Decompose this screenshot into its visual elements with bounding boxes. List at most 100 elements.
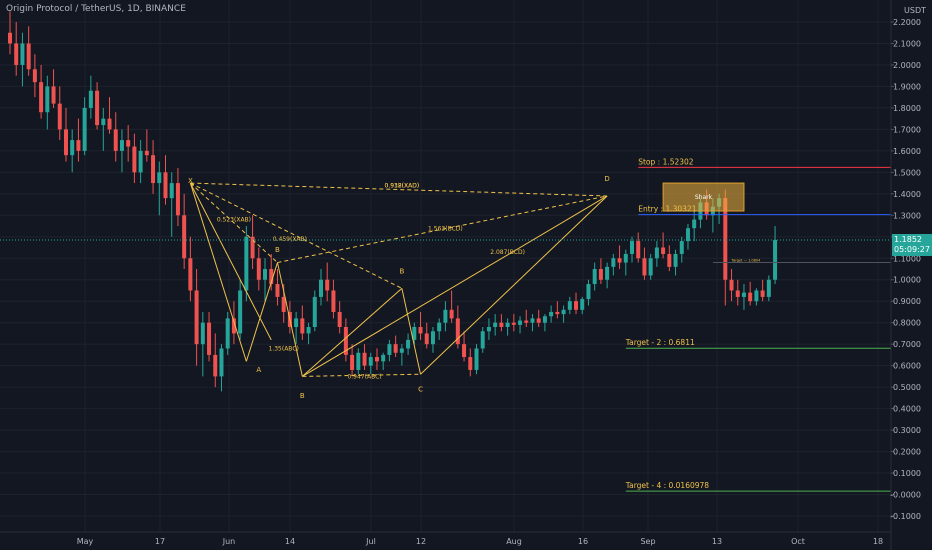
y-tick-label: 1.9000 <box>893 82 921 91</box>
candle-body <box>182 215 187 259</box>
time-axis[interactable]: May 17 Jun 14 Jul 12 Aug 16 Sep 13 Oct 18 <box>0 531 891 546</box>
candle-body <box>685 228 690 242</box>
candle-body <box>343 326 348 355</box>
pattern-point-label: A <box>256 366 261 374</box>
candle-body <box>611 258 616 267</box>
candle-body <box>642 258 647 276</box>
shark-zone[interactable] <box>662 182 745 212</box>
candle-body <box>350 354 355 370</box>
y-tick-label: 1.0000 <box>893 276 921 285</box>
candle-body <box>692 219 697 229</box>
candle-body <box>499 322 504 327</box>
candle-body <box>250 236 255 259</box>
candle-body <box>294 318 299 327</box>
candle-body <box>511 322 516 325</box>
x-tick-label: May <box>77 537 94 546</box>
candle-body <box>574 301 579 310</box>
pattern-ratio-label: 0.932(XAD) <box>385 182 420 189</box>
candle-body <box>269 269 274 285</box>
candle-body <box>468 357 473 370</box>
candle-body <box>107 118 112 130</box>
candle-body <box>95 90 100 126</box>
candle-body <box>536 318 541 323</box>
candle-body <box>399 348 404 353</box>
candle-body <box>76 140 81 151</box>
harmonic-pattern[interactable]: X A B B B C D 0.523(XAB) 0.459(XAB) 1.35(ABC) 0.94… <box>188 175 610 400</box>
pattern-point-label: B <box>275 246 280 254</box>
candle-body <box>225 318 230 349</box>
y-tick-label: 1.6000 <box>893 147 921 156</box>
trade-levels[interactable]: Shark Stop : 1.52302 Entry : 1.30321 Target… <box>0 157 891 492</box>
bar-countdown: 05:09:27 <box>894 244 930 254</box>
candle-body <box>636 241 641 259</box>
candle-body <box>362 352 367 366</box>
pattern-line[interactable] <box>401 288 422 375</box>
level-label: Target - 4 : 0.0160978 <box>625 481 710 490</box>
candle-body <box>238 290 243 334</box>
candle-body <box>200 322 205 345</box>
pattern-line[interactable] <box>277 195 608 264</box>
x-tick-label: Oct <box>791 537 805 546</box>
candle-body <box>331 290 336 312</box>
candle-body <box>766 279 771 297</box>
candle-body <box>387 344 392 355</box>
pattern-line[interactable] <box>302 373 421 377</box>
y-tick-label: 2.0000 <box>893 61 921 70</box>
y-tick-label: 0.9000 <box>893 297 921 306</box>
candle-body <box>151 155 156 184</box>
pattern-line[interactable] <box>190 182 278 263</box>
candle-body <box>424 333 429 345</box>
x-tick-label: Sep <box>640 537 655 546</box>
candle-body <box>648 258 653 276</box>
candle-body <box>88 90 93 108</box>
pattern-point-label: X <box>188 177 193 185</box>
candle-body <box>735 290 740 297</box>
pattern-line[interactable] <box>189 182 247 362</box>
x-tick-label: Jul <box>365 537 376 546</box>
pattern-point-label: C <box>418 385 423 393</box>
level-label: Stop : 1.52302 <box>638 157 694 166</box>
candle-body <box>661 247 666 254</box>
pattern-line[interactable] <box>420 195 608 375</box>
pattern-point-label: B <box>300 392 305 400</box>
candle-body <box>219 348 224 377</box>
candle-body <box>598 269 603 280</box>
pattern-line[interactable] <box>302 287 403 377</box>
candle-body <box>754 290 759 302</box>
candle-body <box>119 140 124 151</box>
y-tick-label: 0.3000 <box>893 426 921 435</box>
price-axis[interactable]: 2.2000 2.1000 2.0000 1.9000 1.8000 1.7000 1.60… <box>890 0 921 550</box>
pattern-line[interactable] <box>189 182 272 341</box>
candle-body <box>8 32 12 44</box>
candle-body <box>760 290 765 297</box>
y-tick-label: 1.8000 <box>893 104 921 113</box>
candle-body <box>169 183 174 199</box>
mini-target-label: Target — 1.0804 <box>731 259 762 263</box>
candle-body <box>455 318 460 345</box>
candle-body <box>549 311 554 317</box>
y-tick-label: 1.7000 <box>893 125 921 134</box>
candle-body <box>45 86 50 113</box>
pattern-point-label: B <box>399 267 404 275</box>
candle-body <box>741 292 746 297</box>
candle-body <box>654 247 659 259</box>
candle-body <box>729 279 734 291</box>
pattern-line[interactable] <box>245 262 278 362</box>
candle-body <box>418 326 423 334</box>
y-tick-label: 0.1000 <box>893 469 921 478</box>
x-tick-label: Jun <box>222 537 236 546</box>
candle-body <box>474 348 479 370</box>
pattern-line[interactable] <box>190 182 403 289</box>
candle-body <box>300 318 305 334</box>
candle-body <box>319 279 323 297</box>
pattern-line[interactable] <box>302 195 608 377</box>
shark-label: Shark <box>695 194 713 201</box>
y-tick-label: -0.0000 <box>890 491 921 500</box>
x-tick-label: 17 <box>155 537 165 546</box>
candle-body <box>231 318 236 334</box>
pattern-line[interactable] <box>276 262 303 377</box>
y-tick-label: 1.3000 <box>893 211 921 220</box>
y-tick-label: 2.2000 <box>893 18 921 27</box>
x-tick-label: 12 <box>416 537 426 546</box>
